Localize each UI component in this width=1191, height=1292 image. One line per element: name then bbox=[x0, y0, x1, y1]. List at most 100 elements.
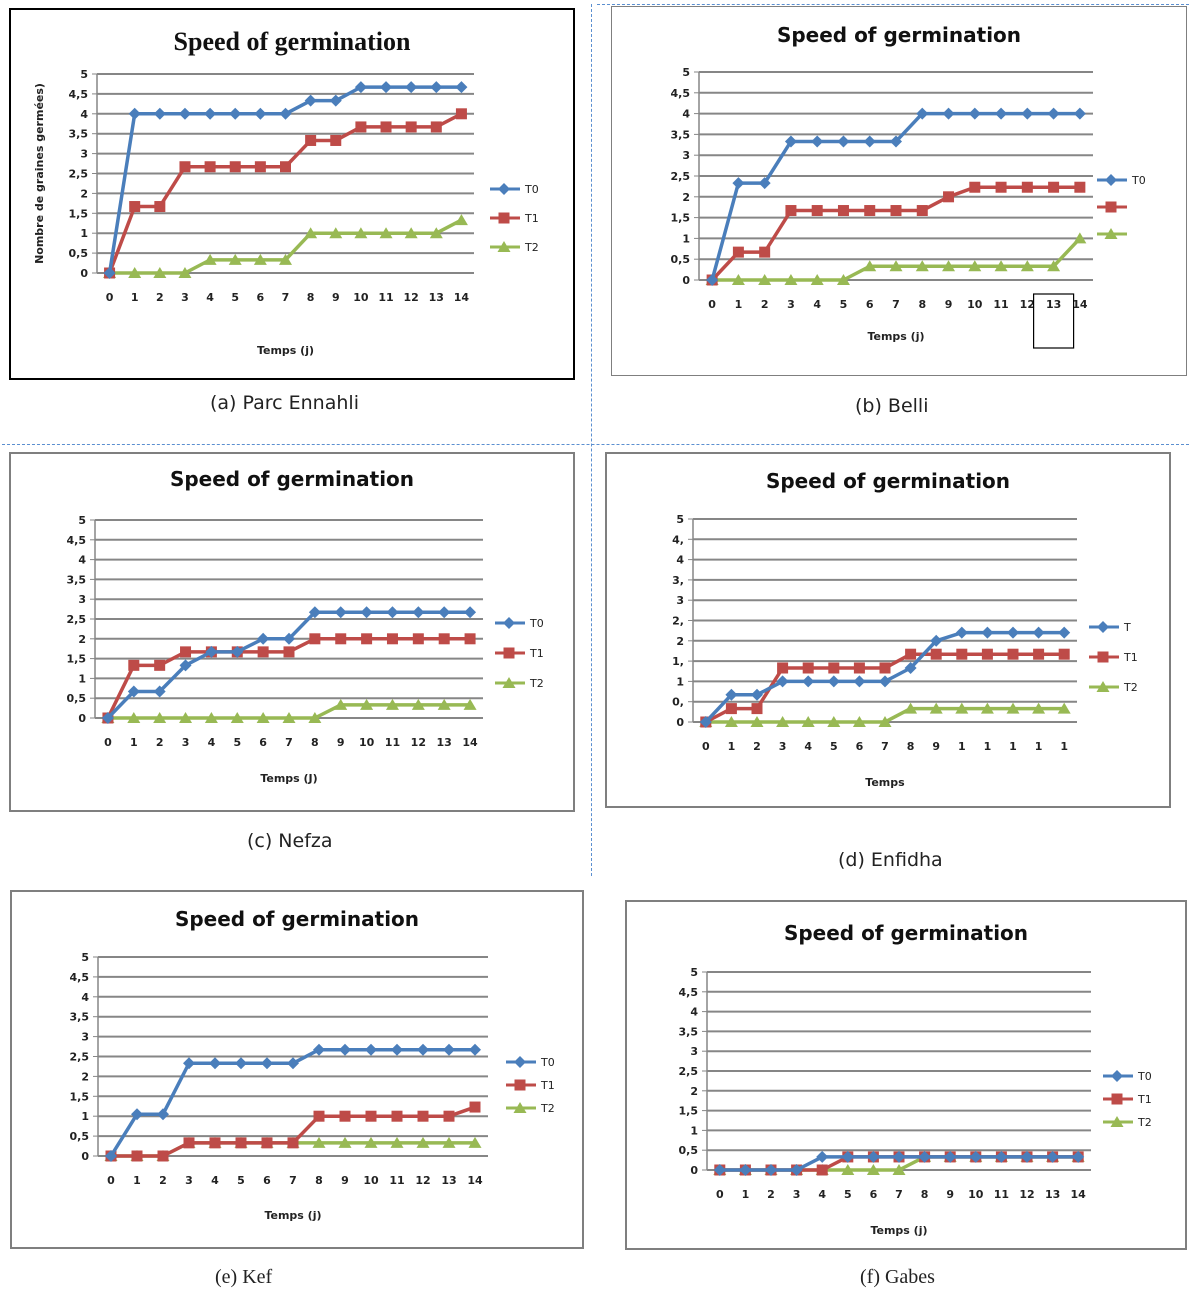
separator-middle bbox=[2, 444, 1189, 445]
legend-item: T0 bbox=[495, 617, 544, 630]
x-tick-label: 13 bbox=[1046, 298, 1061, 311]
caption-a: (a) Parc Ennahli bbox=[210, 392, 359, 414]
legend-item: T1 bbox=[1089, 651, 1138, 664]
chart-title: Speed of germination bbox=[766, 469, 1010, 493]
x-tick-label: 5 bbox=[840, 298, 848, 311]
triangle-marker bbox=[810, 274, 824, 285]
square-marker bbox=[405, 121, 417, 133]
diamond-marker bbox=[739, 1164, 752, 1176]
square-marker bbox=[443, 1110, 455, 1122]
caption-e: (e) Kef bbox=[215, 1266, 273, 1288]
triangle-marker bbox=[308, 712, 322, 723]
x-tick-label: 12 bbox=[1020, 298, 1035, 311]
diamond-marker bbox=[438, 606, 451, 619]
series-t0 bbox=[699, 626, 1071, 728]
diamond-marker bbox=[430, 81, 443, 94]
square-marker bbox=[469, 1101, 481, 1113]
diamond-marker bbox=[360, 606, 373, 619]
triangle-marker bbox=[878, 716, 892, 727]
x-tick-label: 2 bbox=[159, 1174, 167, 1187]
legend-triangle-marker bbox=[1110, 1116, 1124, 1127]
x-tick-label: 3 bbox=[181, 291, 189, 304]
x-tick-label: 0 bbox=[716, 1188, 724, 1201]
x-tick-label: 14 bbox=[1071, 1188, 1087, 1201]
square-marker bbox=[725, 703, 737, 715]
diamond-marker bbox=[1072, 1150, 1085, 1163]
legend-label: T2 bbox=[540, 1102, 555, 1115]
square-marker bbox=[1048, 181, 1060, 193]
x-tick-label: 10 bbox=[363, 1174, 379, 1187]
triangle-marker bbox=[841, 1164, 855, 1175]
triangle-marker bbox=[127, 712, 141, 723]
diamond-marker bbox=[863, 135, 876, 148]
square-marker bbox=[339, 1110, 351, 1122]
legend-item: T1 bbox=[490, 212, 539, 225]
diamond-marker bbox=[969, 1150, 982, 1163]
y-tick-label: 3 bbox=[676, 594, 684, 607]
square-marker bbox=[969, 181, 981, 193]
x-tick-label: 9 bbox=[332, 291, 340, 304]
x-tick-label: 4 bbox=[813, 298, 821, 311]
x-tick-label: 0 bbox=[708, 298, 716, 311]
x-tick-label: 13 bbox=[437, 736, 452, 749]
x-tick-label: 6 bbox=[856, 740, 864, 753]
x-tick-label: 14 bbox=[462, 736, 478, 749]
legend-label: T0 bbox=[524, 183, 539, 196]
diamond-marker bbox=[827, 675, 840, 688]
y-tick-label: 1 bbox=[80, 227, 88, 240]
y-tick-label: 4 bbox=[80, 108, 88, 121]
x-tick-label: 13 bbox=[441, 1174, 456, 1187]
square-marker bbox=[128, 659, 140, 671]
separator-top bbox=[597, 4, 1189, 5]
x-tick-label: 4 bbox=[804, 740, 812, 753]
triangle-marker bbox=[312, 1136, 326, 1148]
square-marker bbox=[330, 134, 342, 146]
x-tick-label: 5 bbox=[231, 291, 239, 304]
legend-item: T1 bbox=[506, 1079, 555, 1092]
square-marker bbox=[455, 108, 467, 120]
square-marker bbox=[816, 1164, 828, 1176]
x-tick-label: 11 bbox=[385, 736, 400, 749]
legend-diamond-marker bbox=[1111, 1070, 1123, 1082]
legend-item: T0 bbox=[490, 183, 539, 196]
diamond-marker bbox=[229, 107, 242, 120]
y-tick-label: 2, bbox=[672, 615, 684, 628]
diamond-marker bbox=[153, 685, 166, 698]
x-tick-label: 3 bbox=[185, 1174, 193, 1187]
x-tick-label: 5 bbox=[844, 1188, 852, 1201]
diamond-marker bbox=[904, 662, 917, 675]
diamond-marker bbox=[893, 1150, 905, 1163]
x-tick-label: 1 bbox=[131, 291, 139, 304]
triangle-marker bbox=[385, 698, 399, 710]
diamond-marker bbox=[995, 107, 1008, 120]
triangle-marker bbox=[1020, 260, 1034, 272]
chart-title: Speed of germination bbox=[784, 921, 1028, 945]
y-tick-label: 2 bbox=[682, 191, 690, 204]
diamond-marker bbox=[205, 645, 218, 658]
diamond-marker bbox=[339, 1043, 351, 1056]
x-axis-label: Temps (j) bbox=[867, 330, 924, 343]
y-tick-label: 0 bbox=[80, 267, 88, 280]
square-marker bbox=[313, 1110, 325, 1122]
x-tick-label: 7 bbox=[282, 291, 290, 304]
triangle-marker bbox=[968, 260, 982, 272]
legend-label: T2 bbox=[524, 241, 539, 254]
series-t2 bbox=[699, 702, 1071, 727]
x-tick-label: 3 bbox=[779, 740, 787, 753]
y-tick-label: 2,5 bbox=[67, 613, 87, 626]
x-axis-label: Temps bbox=[865, 776, 905, 789]
y-tick-label: 2 bbox=[690, 1085, 698, 1098]
triangle-marker bbox=[179, 712, 193, 723]
diamond-marker bbox=[732, 177, 745, 190]
legend-diamond-marker bbox=[498, 183, 510, 195]
diamond-marker bbox=[334, 606, 347, 619]
triangle-marker bbox=[178, 267, 192, 278]
diamond-marker bbox=[209, 1057, 221, 1070]
diamond-marker bbox=[153, 107, 166, 120]
legend-item: T1 bbox=[495, 647, 544, 660]
y-tick-label: 4,5 bbox=[69, 88, 89, 101]
diamond-marker bbox=[254, 107, 267, 120]
diamond-marker bbox=[287, 1057, 299, 1070]
diamond-marker bbox=[231, 645, 244, 658]
y-tick-label: 0,5 bbox=[671, 253, 691, 266]
